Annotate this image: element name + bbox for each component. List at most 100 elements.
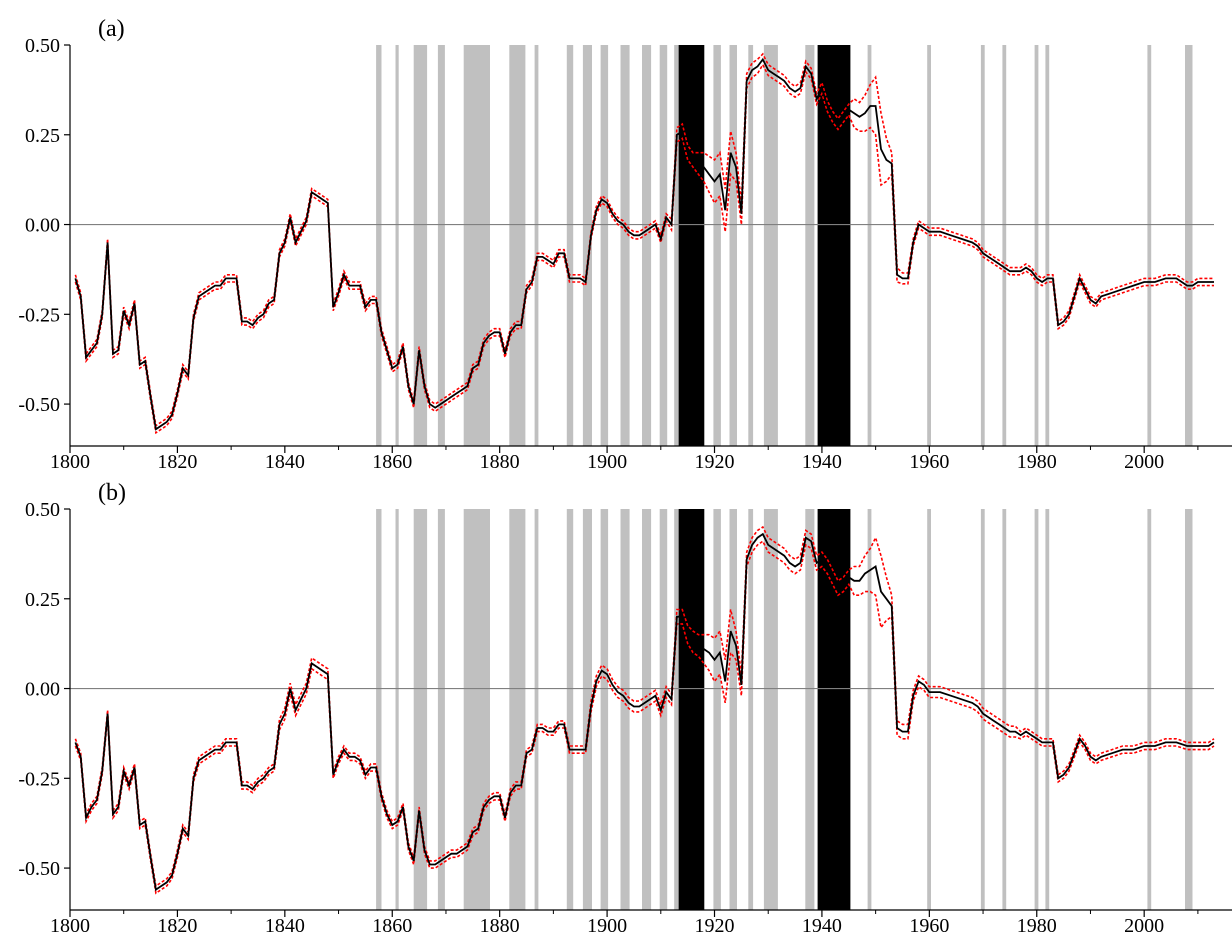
x-tick-label-b-5: 1900: [587, 915, 627, 937]
x-tick-label-b-0: 1800: [50, 915, 90, 937]
recession-band-a-27: [1147, 45, 1152, 446]
recession-band-b-13: [674, 509, 678, 910]
recession-band-a-24: [1002, 45, 1007, 446]
recession-band-b-3: [437, 509, 445, 910]
recession-band-a-5: [509, 45, 526, 446]
recession-band-b-6: [534, 509, 539, 910]
recession-band-b-2: [413, 509, 428, 910]
recession-band-a-26: [1045, 45, 1050, 446]
y-tick-label-a-0: 0.50: [25, 35, 60, 57]
recession-band-b-26: [1045, 509, 1050, 910]
x-tick-label-a-2: 1840: [265, 451, 305, 473]
recession-band-b-7: [566, 509, 574, 910]
x-tick-label-b-8: 1960: [909, 915, 949, 937]
chart-panel-a: (a) 0.50 0.25 0.00 -0.25 -0.50 1800 1820 1840 18…: [18, 16, 1232, 473]
recession-band-a-8: [582, 45, 592, 446]
x-tick-label-b-7: 1940: [802, 915, 842, 937]
recession-band-a-25: [1034, 45, 1039, 446]
recession-band-a-21: [867, 45, 872, 446]
estimate-line-a: [74, 57, 1214, 431]
recession-band-b-21: [867, 509, 872, 910]
y-tick-label-a-4: -0.50: [18, 394, 60, 416]
x-tick-label-a-5: 1900: [587, 451, 627, 473]
recession-band-a-13: [674, 45, 678, 446]
recession-band-a-11: [642, 45, 652, 446]
recession-band-a-22: [927, 45, 931, 446]
recession-band-b-24: [1002, 509, 1007, 910]
y-tick-label-b-0: 0.50: [25, 499, 60, 521]
recession-band-a-19: [805, 45, 815, 446]
x-tick-label-a-8: 1960: [909, 451, 949, 473]
upper-band-line-a: [74, 52, 1214, 427]
y-tick-label-b-1: 0.25: [25, 589, 60, 611]
y-tick-label-a-2: 0.00: [25, 215, 60, 237]
recession-band-b-11: [642, 509, 652, 910]
x-tick-label-b-6: 1920: [695, 915, 735, 937]
recession-band-a-17: [748, 45, 754, 446]
recession-band-a-2: [413, 45, 428, 446]
estimate-line-b: [74, 532, 1215, 892]
x-tick-label-a-9: 1980: [1017, 451, 1057, 473]
x-tick-label-a-7: 1940: [802, 451, 842, 473]
y-tick-label-b-2: 0.00: [25, 679, 60, 701]
recession-band-a-1: [395, 45, 399, 446]
recession-band-a-28: [1185, 45, 1193, 446]
recession-band-b-27: [1147, 509, 1152, 910]
x-tick-label-b-2: 1840: [265, 915, 305, 937]
recession-band-a-0: [376, 45, 382, 446]
plot-layer-b: [64, 508, 1232, 917]
war-band-a-20: [817, 45, 851, 446]
recession-band-a-16: [729, 45, 737, 446]
y-tick-label-b-4: -0.50: [18, 858, 60, 880]
recession-band-a-10: [620, 45, 630, 446]
recession-band-a-15: [713, 45, 721, 446]
x-tick-label-a-4: 1880: [480, 451, 520, 473]
plot-layer-a: [64, 44, 1232, 453]
y-tick-label-b-3: -0.25: [18, 768, 60, 790]
x-tick-label-b-4: 1880: [480, 915, 520, 937]
war-band-b-20: [817, 509, 851, 910]
x-tick-label-a-1: 1820: [157, 451, 197, 473]
recession-band-a-18: [763, 45, 778, 446]
recession-band-a-12: [659, 45, 668, 446]
recession-band-a-6: [534, 45, 539, 446]
recession-band-b-23: [980, 509, 985, 910]
x-tick-label-b-1: 1820: [157, 915, 197, 937]
x-tick-label-a-6: 1920: [695, 451, 735, 473]
recession-band-b-8: [582, 509, 592, 910]
recession-band-b-9: [600, 509, 609, 910]
recession-band-b-17: [748, 509, 754, 910]
recession-band-b-1: [395, 509, 399, 910]
recession-band-b-16: [729, 509, 737, 910]
war-band-b-14: [678, 509, 705, 910]
recession-band-b-0: [376, 509, 382, 910]
recession-band-a-3: [437, 45, 445, 446]
x-tick-label-a-0: 1800: [50, 451, 90, 473]
lower-band-line-b: [74, 540, 1215, 895]
x-tick-label-a-3: 1860: [372, 451, 412, 473]
lower-band-line-a: [74, 63, 1214, 435]
war-band-a-14: [678, 45, 705, 446]
x-tick-label-b-10: 2000: [1124, 915, 1164, 937]
chart-panel-b: (b) 0.50 0.25 0.00 -0.25 -0.50 1800 1820 1840 18…: [18, 480, 1232, 937]
upper-band-line-b: [74, 525, 1215, 888]
recession-band-b-22: [927, 509, 931, 910]
recession-band-b-10: [620, 509, 630, 910]
recession-band-b-15: [713, 509, 721, 910]
recession-band-b-12: [659, 509, 668, 910]
recession-band-b-5: [509, 509, 526, 910]
x-tick-label-b-3: 1860: [372, 915, 412, 937]
y-tick-label-a-1: 0.25: [25, 125, 60, 147]
y-tick-label-a-3: -0.25: [18, 304, 60, 326]
x-tick-label-b-9: 1980: [1017, 915, 1057, 937]
recession-band-b-19: [805, 509, 815, 910]
recession-band-a-23: [980, 45, 985, 446]
panel-label-b: (b): [98, 480, 126, 506]
recession-band-a-7: [566, 45, 574, 446]
panel-label-a: (a): [98, 16, 125, 42]
recession-band-a-9: [600, 45, 609, 446]
recession-band-b-25: [1034, 509, 1039, 910]
recession-band-b-28: [1185, 509, 1193, 910]
x-tick-label-a-10: 2000: [1124, 451, 1164, 473]
